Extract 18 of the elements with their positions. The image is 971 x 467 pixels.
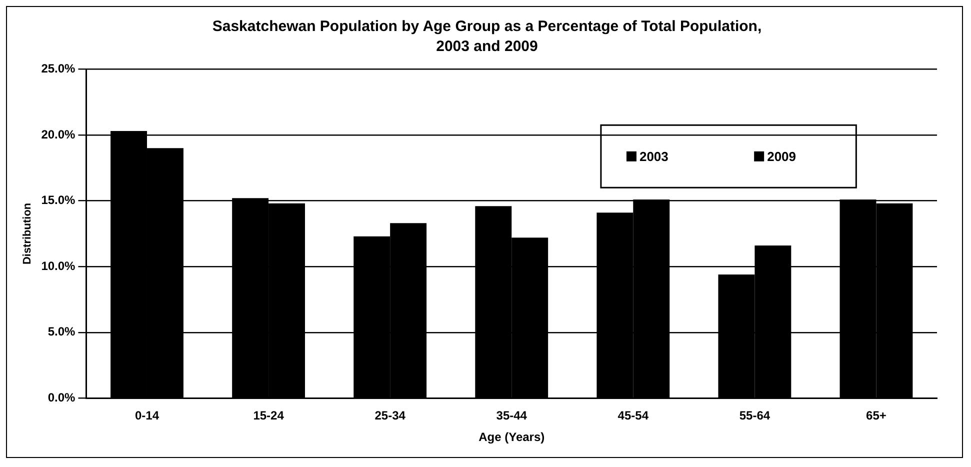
- y-tick-label: 0.0%: [48, 390, 76, 405]
- x-axis-title: Age (Years): [478, 430, 545, 444]
- x-tick-label: 15-24: [253, 408, 284, 423]
- y-axis-title: Distribution: [22, 202, 34, 265]
- x-tick-label: 45-54: [618, 408, 649, 423]
- y-tick-label: 10.0%: [41, 258, 76, 273]
- x-tick-label: 25-34: [374, 408, 406, 423]
- x-tick-label: 65+: [866, 408, 886, 423]
- y-tick-label: 5.0%: [48, 324, 76, 339]
- x-tick-label: 55-64: [739, 408, 770, 423]
- x-tick-label: 0-14: [134, 408, 160, 423]
- y-tick-label: 25.0%: [41, 62, 76, 76]
- chart-title: Saskatchewan Population by Age Group as a Percentage of Total Population, 2003 and 2009: [211, 17, 763, 57]
- legend-label: 2003: [639, 148, 668, 164]
- x-tick-label: 35-44: [496, 408, 528, 423]
- legend-label: 2009: [767, 148, 796, 164]
- y-tick-label: 20.0%: [41, 127, 76, 142]
- y-tick-label: 15.0%: [41, 193, 76, 208]
